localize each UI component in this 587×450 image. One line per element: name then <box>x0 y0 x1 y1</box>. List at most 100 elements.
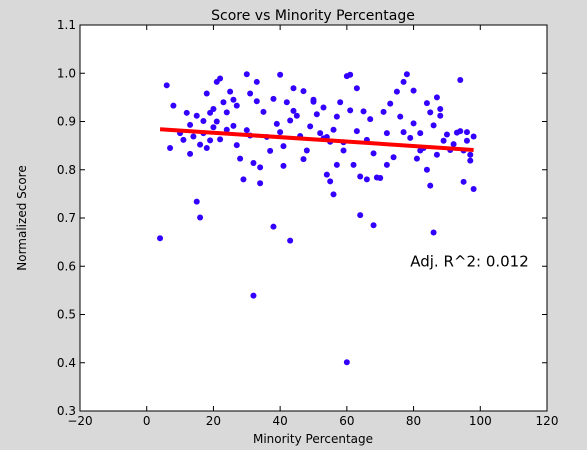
plot-frame <box>79 24 548 412</box>
data-point <box>163 82 170 89</box>
data-point <box>187 121 194 128</box>
data-point <box>230 96 237 103</box>
data-point <box>257 180 264 187</box>
data-point <box>320 104 327 111</box>
x-tick-label: 100 <box>469 414 492 428</box>
y-axis-label: Normalized Score <box>15 165 29 270</box>
data-point <box>247 90 254 97</box>
data-point <box>203 90 210 97</box>
x-tick-label: 20 <box>206 414 221 428</box>
data-point <box>250 292 257 299</box>
data-point <box>280 162 287 169</box>
data-point <box>327 178 334 185</box>
data-point <box>200 118 207 125</box>
y-tick-label: 1.1 <box>57 18 76 32</box>
y-tick-label: 0.6 <box>57 259 76 273</box>
data-point <box>377 174 384 181</box>
data-point <box>353 128 360 135</box>
data-point <box>283 99 290 106</box>
data-point <box>367 116 374 123</box>
data-point <box>357 173 364 180</box>
y-tick-label: 1.0 <box>57 66 76 80</box>
data-point <box>333 113 340 120</box>
data-point <box>290 85 297 92</box>
x-tick-label: −20 <box>67 414 92 428</box>
data-point <box>197 141 204 148</box>
data-point <box>270 223 277 230</box>
data-point <box>437 105 444 112</box>
data-point <box>340 147 347 154</box>
data-points <box>157 71 477 366</box>
data-point <box>293 112 300 119</box>
y-tick-label: 0.9 <box>57 115 76 129</box>
data-point <box>307 123 314 130</box>
data-point <box>397 113 404 120</box>
data-point <box>347 71 354 78</box>
data-point <box>227 88 234 95</box>
data-point <box>253 98 260 105</box>
data-point <box>350 161 357 168</box>
data-point <box>390 154 397 161</box>
data-point <box>267 147 274 154</box>
data-point <box>260 108 267 115</box>
data-point <box>463 129 470 136</box>
data-point <box>370 222 377 229</box>
data-point <box>240 176 247 183</box>
data-point <box>170 102 177 109</box>
data-point <box>270 95 277 102</box>
data-point <box>277 71 284 78</box>
data-point <box>250 159 257 166</box>
data-point <box>450 141 457 148</box>
data-point <box>410 120 417 127</box>
data-point <box>183 109 190 116</box>
data-point <box>323 171 330 178</box>
x-tick-label: 40 <box>273 414 288 428</box>
y-tick-label: 0.3 <box>57 404 76 418</box>
data-point <box>193 112 200 119</box>
data-point <box>257 164 264 171</box>
data-point <box>243 127 250 134</box>
y-tick-label: 0.5 <box>57 308 76 322</box>
x-axis-label: Minority Percentage <box>253 432 373 446</box>
data-point <box>300 156 307 163</box>
data-point <box>237 155 244 162</box>
y-tick-label: 0.8 <box>57 163 76 177</box>
data-point <box>427 109 434 116</box>
x-tick-label: 80 <box>406 414 421 428</box>
data-point <box>207 137 214 144</box>
data-point <box>353 85 360 92</box>
data-point <box>403 71 410 78</box>
data-point <box>410 87 417 94</box>
data-point <box>357 212 364 219</box>
data-point <box>460 178 467 185</box>
data-point <box>280 143 287 150</box>
data-point <box>343 359 350 366</box>
data-point <box>330 191 337 198</box>
data-point <box>187 150 194 157</box>
data-point <box>423 100 430 107</box>
data-point <box>210 105 217 112</box>
data-point <box>440 137 447 144</box>
data-point <box>430 122 437 129</box>
plot-area <box>80 25 547 411</box>
chart-title: Score vs Minority Percentage <box>211 8 415 24</box>
data-point <box>360 108 367 115</box>
data-point <box>347 107 354 114</box>
data-point <box>220 99 227 106</box>
data-point <box>223 109 230 116</box>
data-point <box>303 147 310 154</box>
data-point <box>333 161 340 168</box>
data-point <box>230 122 237 129</box>
data-point <box>233 102 240 109</box>
data-point <box>470 186 477 193</box>
data-point <box>443 131 450 138</box>
axis-ticks: −20 0 20 40 60 80 100 120 0.3 0.4 0.5 0.6 0.7 0.8 0.9 1… <box>57 18 559 428</box>
data-point <box>413 155 420 162</box>
data-point <box>467 151 474 158</box>
data-point <box>423 166 430 173</box>
data-point <box>317 130 324 137</box>
data-point <box>380 108 387 115</box>
data-point <box>433 151 440 158</box>
regression-line <box>159 127 474 152</box>
data-point <box>313 111 320 118</box>
